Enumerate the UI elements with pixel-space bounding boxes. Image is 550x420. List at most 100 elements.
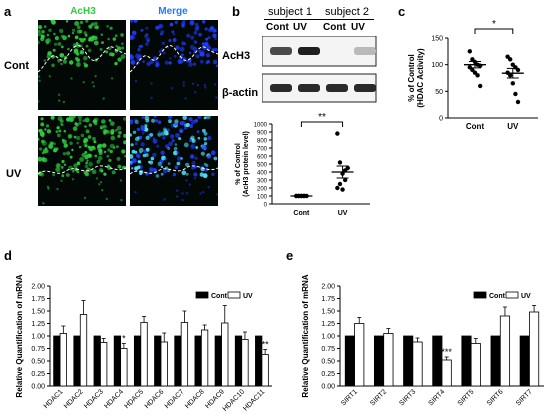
bar-cont xyxy=(373,335,385,387)
x-tick-label: SIRT1 xyxy=(340,388,359,407)
y-tick-label: 1.00 xyxy=(31,334,45,341)
nucleus xyxy=(63,143,68,148)
x-tick-label: Cont xyxy=(293,210,310,217)
nucleus xyxy=(155,119,159,123)
nucleus xyxy=(132,130,137,134)
data-point xyxy=(342,177,348,183)
nucleus xyxy=(189,125,193,129)
nucleus xyxy=(191,119,196,125)
nucleus xyxy=(47,51,52,56)
bar-cont xyxy=(133,335,142,387)
nucleus xyxy=(63,163,67,166)
nucleus xyxy=(63,55,68,60)
nucleus xyxy=(39,147,43,151)
nucleus xyxy=(134,79,138,83)
nucleus xyxy=(69,60,74,65)
nucleus xyxy=(173,54,177,58)
nucleus xyxy=(81,152,86,158)
nucleus xyxy=(160,131,166,136)
nucleus xyxy=(108,119,112,122)
bar-cont xyxy=(53,335,61,387)
nucleus xyxy=(161,41,165,45)
nucleus xyxy=(98,148,103,153)
y-tick-label: 0 xyxy=(264,203,268,209)
legend-swatch-cont xyxy=(473,291,487,299)
nucleus xyxy=(48,75,51,78)
bar-uv xyxy=(140,322,148,387)
basement-membrane-line xyxy=(38,45,126,73)
nucleus xyxy=(71,28,76,32)
nucleus xyxy=(164,157,168,161)
nucleus xyxy=(171,30,175,33)
nucleus xyxy=(53,32,56,36)
nucleus xyxy=(56,163,61,168)
nucleus xyxy=(141,131,145,135)
blot-row-ach3: AcH3 xyxy=(222,50,251,62)
subject-1-label: subject 1 xyxy=(268,6,313,18)
nucleus xyxy=(40,34,45,38)
nucleus xyxy=(168,119,172,124)
nucleus xyxy=(71,31,75,35)
nucleus xyxy=(203,116,207,120)
nucleus xyxy=(130,119,133,122)
nucleus xyxy=(78,121,82,125)
nucleus xyxy=(155,25,160,30)
nucleus xyxy=(110,77,114,80)
nucleus xyxy=(62,35,67,41)
nucleus xyxy=(38,29,41,33)
nucleus xyxy=(62,152,67,156)
bar-cont xyxy=(113,335,122,387)
nucleus xyxy=(140,28,144,32)
y-tick-label: 100 xyxy=(431,62,443,69)
nucleus xyxy=(74,21,80,26)
nucleus xyxy=(160,30,165,35)
nucleus xyxy=(41,30,45,34)
nucleus xyxy=(171,139,175,143)
nucleus xyxy=(69,155,73,159)
nucleus xyxy=(184,126,187,130)
nucleus xyxy=(67,133,73,139)
nucleus xyxy=(157,132,162,137)
nucleus xyxy=(60,179,63,182)
x-tick-label: SIRT6 xyxy=(486,388,505,407)
nucleus xyxy=(80,133,85,138)
nucleus xyxy=(66,151,71,156)
nucleus xyxy=(174,20,179,25)
nucleus xyxy=(109,149,113,154)
nucleus xyxy=(84,125,87,128)
nucleus xyxy=(51,63,55,68)
nucleus xyxy=(138,147,144,153)
nucleus xyxy=(84,164,89,169)
nucleus xyxy=(85,161,88,165)
nucleus xyxy=(197,116,202,119)
nucleus xyxy=(149,133,154,137)
nucleus xyxy=(204,142,208,146)
nucleus xyxy=(91,81,94,84)
significance-label: * xyxy=(122,334,126,344)
nucleus xyxy=(142,60,145,63)
nucleus xyxy=(83,31,87,35)
legend-swatch-uv xyxy=(227,291,241,299)
nucleus xyxy=(99,181,103,184)
nucleus xyxy=(170,87,173,90)
y-tick-label: 0.75 xyxy=(31,346,45,353)
nucleus xyxy=(186,33,191,38)
nucleus xyxy=(144,116,150,121)
nucleus xyxy=(188,117,193,122)
y-tick-label: 200 xyxy=(257,187,268,193)
bar-uv xyxy=(441,359,452,387)
blot-band xyxy=(354,47,376,55)
nucleus xyxy=(130,154,134,159)
nucleus xyxy=(84,117,90,123)
nucleus xyxy=(117,164,122,169)
nucleus xyxy=(46,33,50,37)
bar-uv xyxy=(383,333,394,387)
nucleus xyxy=(62,59,67,64)
nucleus xyxy=(176,151,180,154)
nucleus xyxy=(150,156,155,161)
nucleus xyxy=(76,141,80,145)
nucleus xyxy=(179,121,184,126)
bar-cont xyxy=(214,335,222,387)
nucleus xyxy=(204,41,209,47)
nucleus xyxy=(177,156,182,161)
